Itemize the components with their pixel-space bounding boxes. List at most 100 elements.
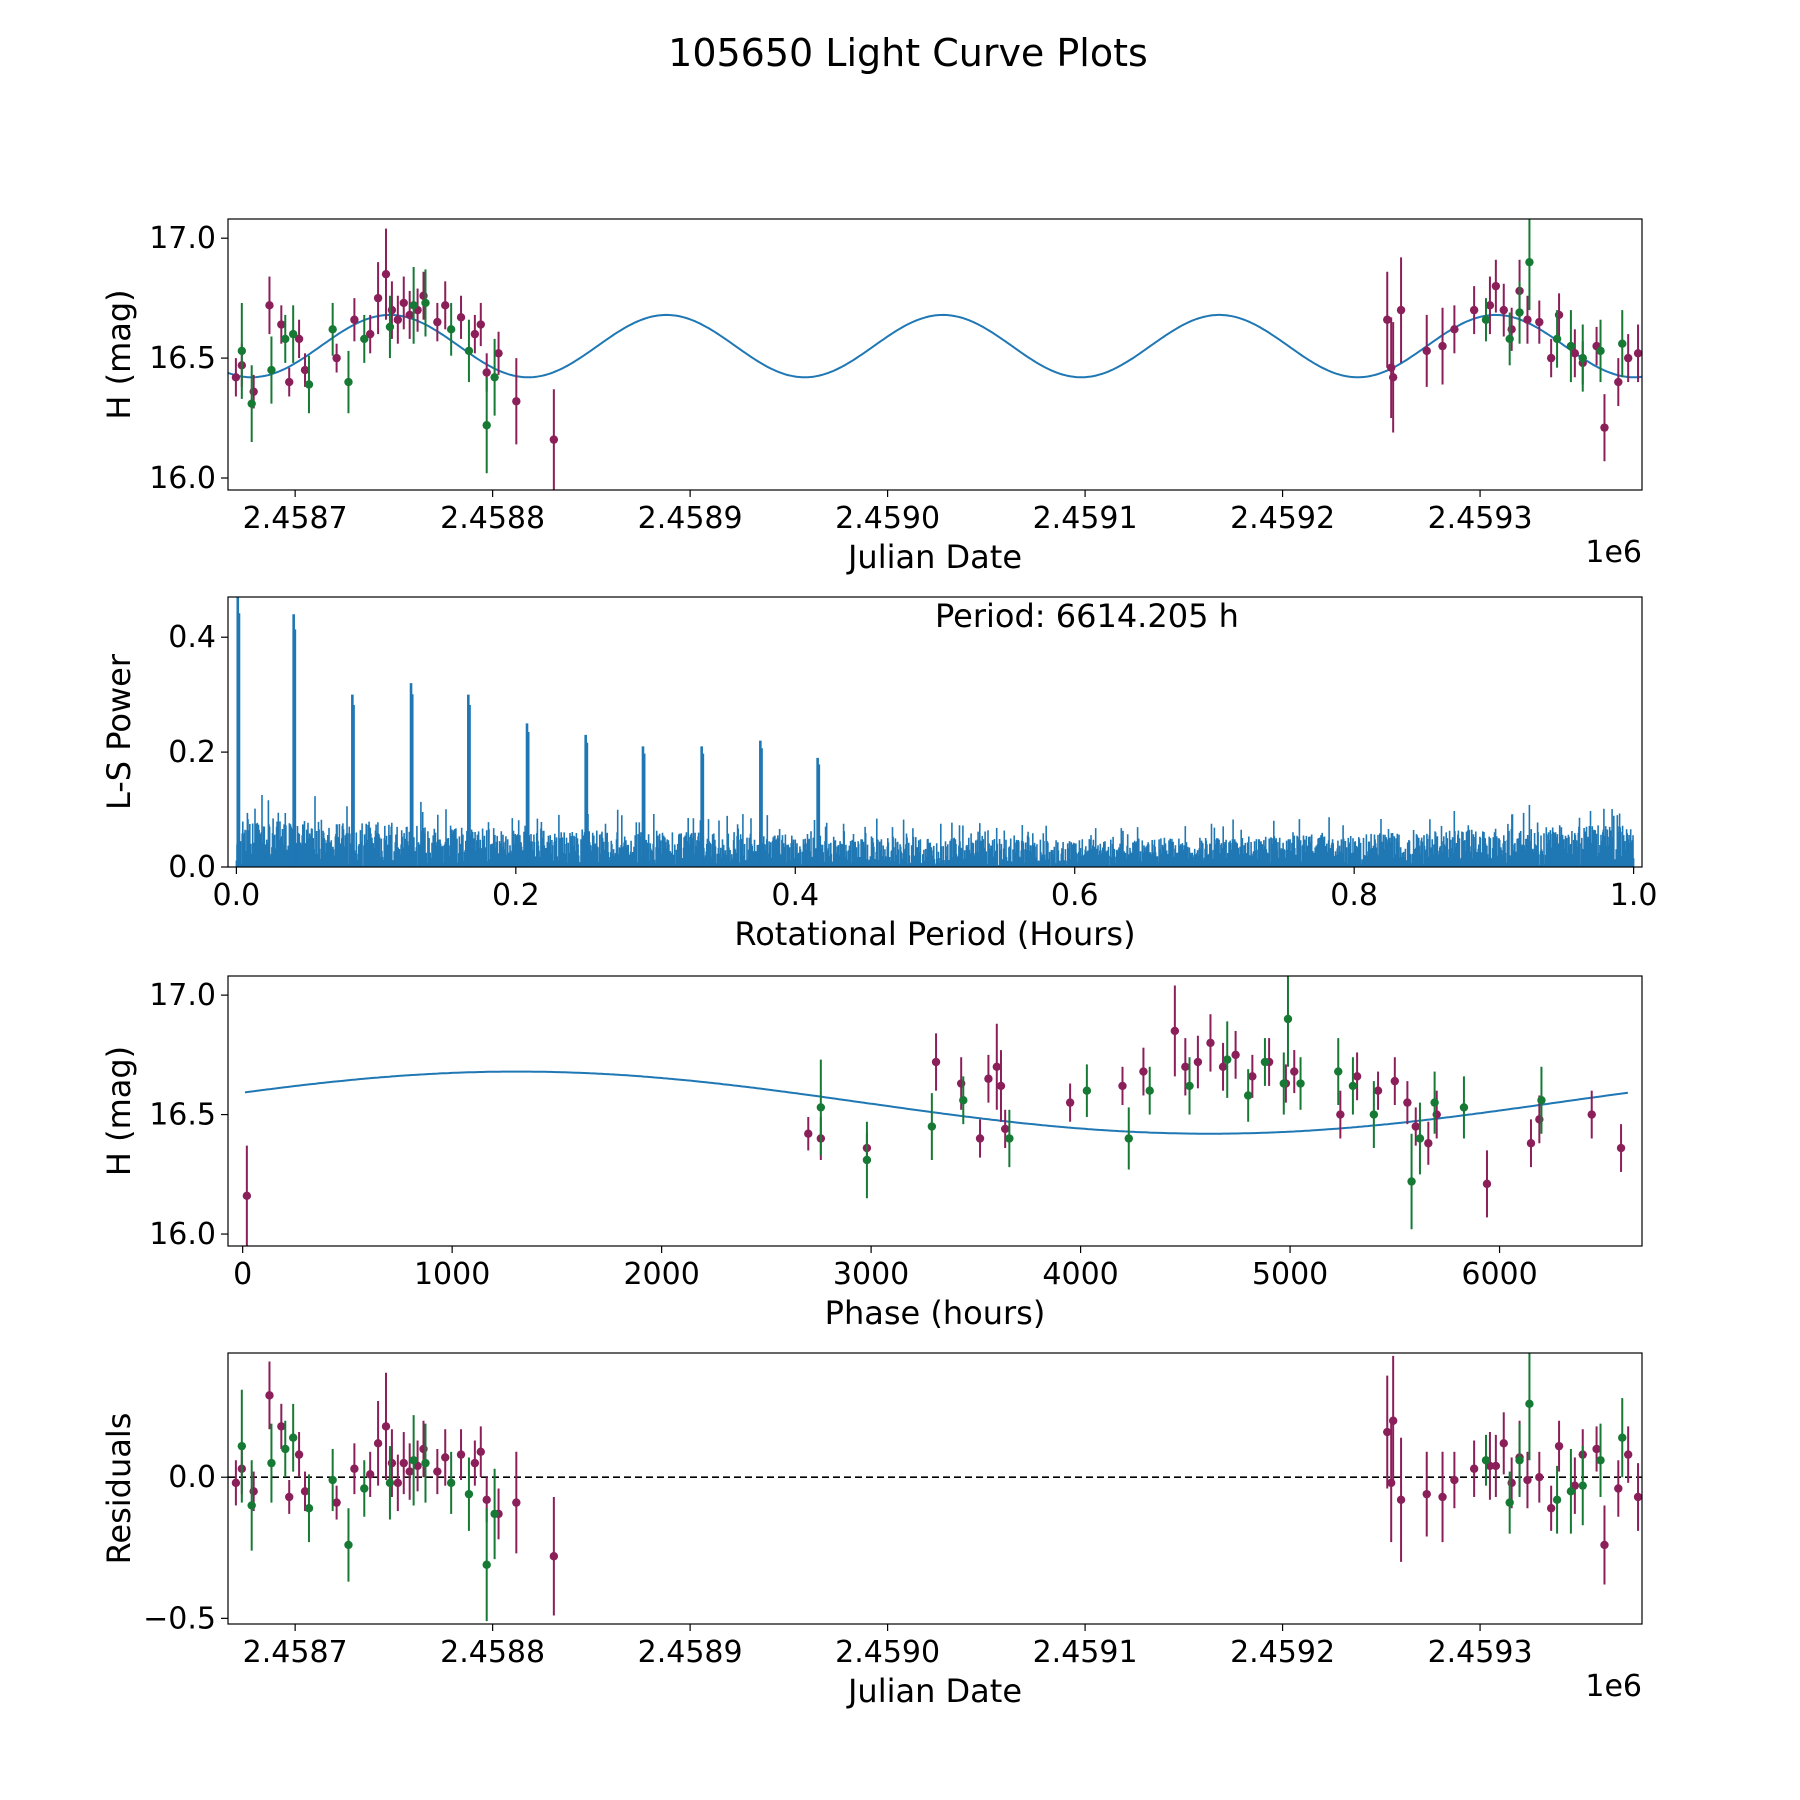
x-tick-label: 0.2 — [492, 878, 540, 913]
data-point — [433, 1467, 442, 1476]
x-tick-label: 2.4589 — [638, 1635, 743, 1670]
data-point — [1193, 1057, 1203, 1067]
data-point — [281, 1444, 290, 1454]
data-point — [1231, 1050, 1240, 1060]
data-point — [512, 1498, 521, 1507]
data-point — [385, 322, 395, 332]
data-point — [1469, 305, 1479, 315]
data-point — [1390, 1076, 1400, 1086]
data-point — [1618, 1433, 1627, 1442]
data-point — [1260, 1057, 1270, 1067]
data-point — [1139, 1067, 1148, 1076]
data-point — [1206, 1038, 1215, 1048]
data-point — [1614, 1484, 1623, 1493]
data-point — [332, 1498, 341, 1507]
data-point — [1546, 353, 1556, 363]
data-point — [1181, 1062, 1190, 1071]
data-point — [285, 377, 294, 387]
data-point — [393, 315, 403, 324]
data-point — [294, 1450, 304, 1459]
data-point — [237, 346, 247, 356]
x-tick-label: 2.4589 — [638, 501, 743, 536]
data-point — [1566, 1487, 1576, 1496]
data-point — [1600, 423, 1609, 432]
data-point — [1535, 1473, 1544, 1482]
data-point — [1546, 1504, 1556, 1513]
x-axis-label: Julian Date — [846, 1672, 1022, 1710]
data-point — [300, 1487, 310, 1496]
data-point — [1469, 1464, 1479, 1473]
data-point — [1185, 1081, 1194, 1091]
x-tick-label: 2.4592 — [1230, 1635, 1335, 1670]
data-point — [265, 1391, 274, 1400]
data-point — [393, 1478, 403, 1488]
data-point — [373, 1439, 383, 1448]
data-point — [1450, 1475, 1459, 1485]
phased-panel: 0 1000 2000 3000 4000 5000 6000 16.0 16.5 17.0 Pha… — [100, 975, 1643, 1332]
data-point — [360, 1484, 369, 1493]
data-point — [1383, 1427, 1392, 1437]
data-point — [931, 1057, 941, 1067]
x-tick-label: 6000 — [1461, 1257, 1537, 1292]
x-tick-label: 2.4591 — [1033, 1635, 1138, 1670]
lightcurve-panel: 2.4587 2.4588 2.4589 2.4590 2.4591 2.4592 2.45… — [100, 218, 1643, 576]
x-tick-label: 2000 — [623, 1257, 699, 1292]
x-tick-label: 0.6 — [1051, 878, 1099, 913]
data-point — [1587, 1110, 1596, 1119]
data-point — [1388, 1416, 1398, 1425]
data-point — [1491, 1461, 1501, 1471]
x-axis-label: Phase (hours) — [825, 1294, 1046, 1332]
series-band-a — [242, 985, 1626, 1246]
data-point — [446, 325, 456, 334]
data-point — [1005, 1134, 1014, 1143]
data-point — [1383, 315, 1392, 324]
data-point — [1618, 339, 1627, 348]
data-point — [1515, 1456, 1524, 1465]
data-point — [350, 315, 359, 324]
y-tick-label: 17.0 — [149, 978, 216, 1013]
data-point — [237, 1441, 247, 1451]
data-point — [288, 1433, 298, 1442]
x-tick-label: 2.4590 — [835, 1635, 940, 1670]
data-point — [1578, 1481, 1587, 1490]
data-point — [1388, 373, 1398, 382]
lightcurve-frame — [227, 218, 1643, 491]
data-point — [494, 349, 503, 358]
data-point — [265, 301, 274, 310]
data-point — [1552, 334, 1562, 344]
data-point — [1554, 1441, 1564, 1451]
fit-curve — [228, 313, 1642, 379]
data-point — [1348, 1081, 1358, 1091]
period-annotation: Period: 6614.205 h — [935, 597, 1239, 635]
data-point — [1505, 1498, 1514, 1507]
x-offset-label: 1e6 — [1585, 1669, 1642, 1704]
data-point — [1481, 1456, 1491, 1465]
data-point — [1290, 1067, 1299, 1076]
data-point — [277, 1422, 286, 1431]
data-point — [1424, 1139, 1433, 1148]
y-tick-label: 0.0 — [168, 850, 216, 885]
data-point — [1223, 1055, 1232, 1064]
data-point — [862, 1155, 872, 1165]
data-point — [1000, 1124, 1010, 1134]
data-point — [399, 298, 408, 308]
y-tick-label: 16.5 — [149, 1098, 216, 1133]
residuals-frame — [227, 1352, 1643, 1625]
y-axis-label: H (mag) — [100, 1046, 138, 1176]
data-point — [1552, 1495, 1562, 1504]
data-point — [1505, 334, 1514, 344]
data-point — [984, 1074, 993, 1083]
data-point — [350, 1464, 359, 1473]
data-point — [927, 1122, 937, 1131]
data-point — [1279, 1079, 1288, 1088]
y-tick-label: 16.0 — [149, 461, 216, 496]
data-point — [490, 373, 499, 382]
data-point — [231, 1478, 241, 1488]
x-tick-label: 2.4590 — [835, 501, 940, 536]
phased-frame — [227, 975, 1643, 1247]
data-point — [1525, 257, 1534, 267]
data-point — [1535, 317, 1544, 327]
series-band-a — [231, 1355, 1642, 1616]
data-point — [1623, 1450, 1633, 1459]
